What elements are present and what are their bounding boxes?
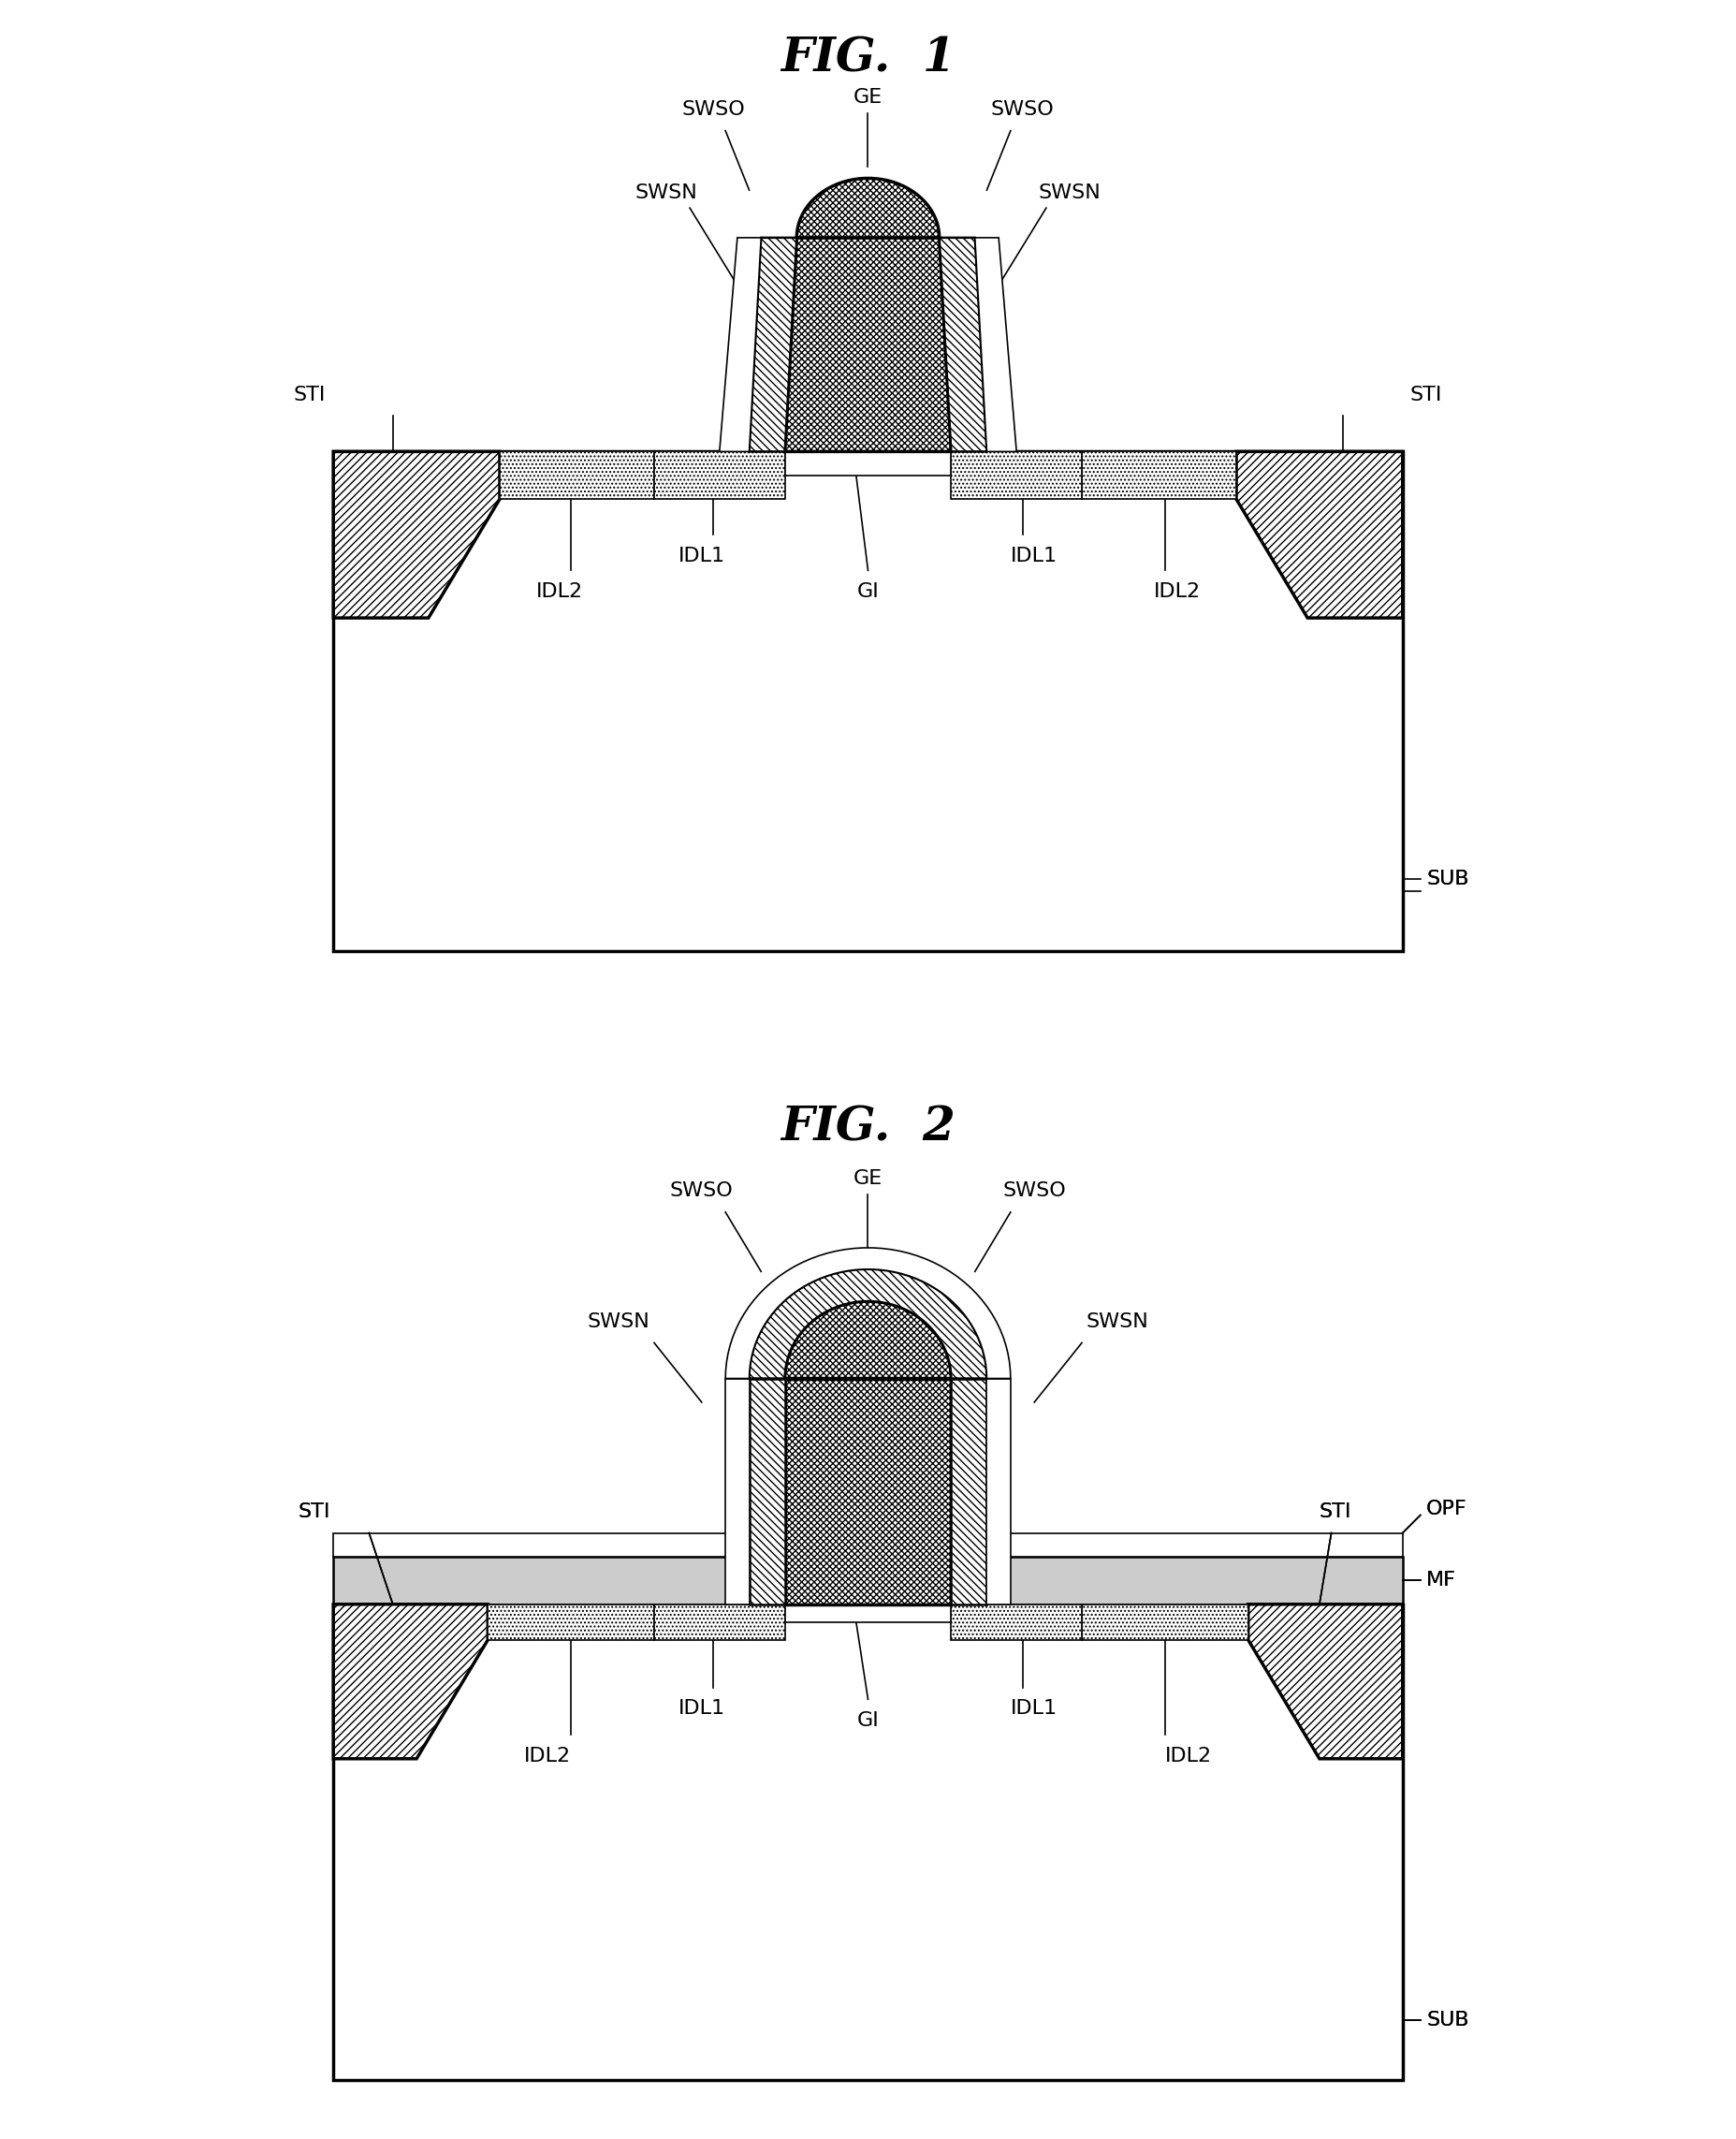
Polygon shape xyxy=(333,451,1403,950)
Text: IDL2: IDL2 xyxy=(1165,1748,1212,1765)
Text: SWSO: SWSO xyxy=(991,101,1054,120)
Text: SWSO: SWSO xyxy=(682,101,745,120)
Text: STI: STI xyxy=(1410,385,1443,404)
Text: SWSO: SWSO xyxy=(1003,1181,1066,1200)
Text: STI: STI xyxy=(299,1502,330,1521)
Text: MF: MF xyxy=(1427,1572,1457,1589)
Polygon shape xyxy=(951,1378,986,1604)
Polygon shape xyxy=(1082,1604,1248,1641)
Text: SWSN: SWSN xyxy=(1087,1311,1149,1330)
Text: GE: GE xyxy=(854,1170,882,1189)
Polygon shape xyxy=(1236,451,1403,618)
Text: GE: GE xyxy=(854,88,882,107)
Text: STI: STI xyxy=(1319,1502,1352,1521)
Polygon shape xyxy=(333,1604,488,1758)
Text: IDL2: IDL2 xyxy=(524,1748,571,1765)
Text: IDL1: IDL1 xyxy=(679,548,726,565)
Text: STI: STI xyxy=(1319,1502,1352,1521)
Polygon shape xyxy=(750,237,797,451)
Polygon shape xyxy=(785,1604,951,1621)
Polygon shape xyxy=(726,1247,1010,1378)
Text: SUB: SUB xyxy=(1427,871,1469,888)
Text: SWSN: SWSN xyxy=(1038,184,1101,201)
Text: SWSN: SWSN xyxy=(587,1311,649,1330)
Polygon shape xyxy=(1248,1604,1403,1758)
Text: IDL2: IDL2 xyxy=(536,582,583,601)
Text: IDL1: IDL1 xyxy=(679,1698,726,1718)
Polygon shape xyxy=(333,1557,1403,1604)
Text: STI: STI xyxy=(293,385,326,404)
Text: OPF: OPF xyxy=(1427,1499,1467,1519)
Text: SWSN: SWSN xyxy=(635,184,698,201)
Text: MF: MF xyxy=(1427,1572,1457,1589)
Polygon shape xyxy=(785,237,951,451)
Polygon shape xyxy=(951,1604,1082,1641)
Text: FIG.  2: FIG. 2 xyxy=(781,1106,955,1151)
Polygon shape xyxy=(750,1378,785,1604)
Polygon shape xyxy=(333,1534,1403,1557)
Polygon shape xyxy=(333,451,500,618)
Polygon shape xyxy=(797,178,939,237)
Text: SUB: SUB xyxy=(1427,871,1469,888)
Text: SUB: SUB xyxy=(1427,2011,1469,2030)
Polygon shape xyxy=(951,451,1082,498)
Polygon shape xyxy=(785,451,951,475)
Polygon shape xyxy=(750,1268,986,1378)
Text: GI: GI xyxy=(858,1711,878,1730)
Polygon shape xyxy=(785,1378,951,1604)
Polygon shape xyxy=(654,1604,785,1641)
Text: GI: GI xyxy=(858,582,878,601)
Polygon shape xyxy=(785,1301,951,1378)
Text: STI: STI xyxy=(299,1502,330,1521)
Text: IDL1: IDL1 xyxy=(1010,1698,1057,1718)
Polygon shape xyxy=(1082,451,1236,498)
Text: SUB: SUB xyxy=(1427,2011,1469,2030)
Polygon shape xyxy=(333,1604,1403,2079)
Polygon shape xyxy=(500,451,654,498)
Text: IDL1: IDL1 xyxy=(1010,548,1057,565)
Polygon shape xyxy=(719,237,760,451)
Polygon shape xyxy=(488,1604,654,1641)
Polygon shape xyxy=(986,1378,1010,1604)
Text: SWSO: SWSO xyxy=(670,1181,733,1200)
Text: FIG.  1: FIG. 1 xyxy=(781,36,955,81)
Text: OPF: OPF xyxy=(1427,1499,1467,1519)
Polygon shape xyxy=(654,451,785,498)
Polygon shape xyxy=(726,1378,750,1604)
Polygon shape xyxy=(939,237,986,451)
Text: IDL2: IDL2 xyxy=(1153,582,1200,601)
Polygon shape xyxy=(976,237,1017,451)
